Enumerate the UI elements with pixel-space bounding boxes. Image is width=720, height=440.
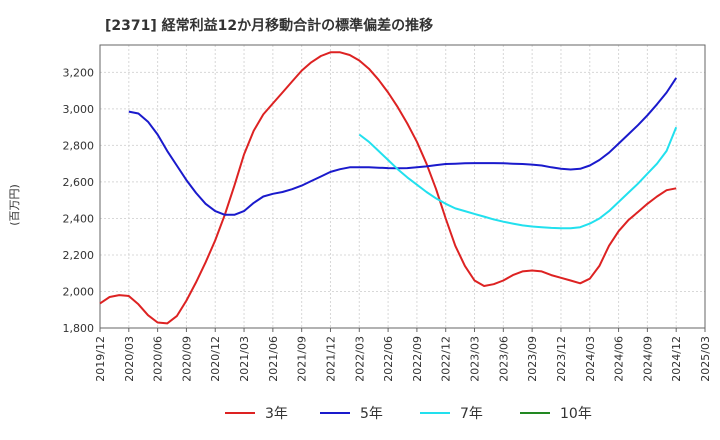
legend: 3年 5年 7年 10年 xyxy=(225,406,592,422)
x-tick-label: 2024/09 xyxy=(641,336,654,382)
legend-label: 3年 xyxy=(265,406,288,422)
x-tick-label: 2021/06 xyxy=(267,336,280,382)
x-tick-label: 2024/12 xyxy=(670,336,683,382)
x-tick-label: 2021/12 xyxy=(324,336,337,382)
x-tick-label: 2023/09 xyxy=(526,336,539,382)
x-tick-labels: 2019/12 2020/03 2020/06 2020/09 2020/12 2021/… xyxy=(94,336,712,382)
x-tick-label: 2023/12 xyxy=(555,336,568,382)
x-tick-label: 2023/03 xyxy=(469,336,482,382)
x-tick-label: 2022/12 xyxy=(440,336,453,382)
x-tick-label: 2019/12 xyxy=(94,336,107,382)
x-tick-label: 2020/06 xyxy=(152,336,165,382)
plot-frame xyxy=(99,44,706,329)
x-tick-label: 2020/09 xyxy=(180,336,193,382)
x-tick-label: 2021/03 xyxy=(238,336,251,382)
x-tick-label: 2024/06 xyxy=(613,336,626,382)
y-tick-labels: 1,800 2,000 2,200 2,400 2,600 2,800 3,000 3,200 xyxy=(63,66,95,335)
chart-title: [2371] 経常利益12か月移動合計の標準偏差の推移 xyxy=(105,17,433,34)
x-tick-label: 2022/06 xyxy=(382,336,395,382)
legend-label: 7年 xyxy=(460,406,483,422)
x-tick-label: 2021/09 xyxy=(296,336,309,382)
y-tick-label: 2,200 xyxy=(63,249,95,262)
series-line-5年 xyxy=(128,77,678,216)
x-tick-label: 2020/12 xyxy=(209,336,222,382)
series-line-7年 xyxy=(358,126,678,230)
legend-label: 5年 xyxy=(360,406,383,422)
axes xyxy=(99,44,706,332)
y-tick-label: 2,600 xyxy=(63,176,95,189)
y-tick-label: 2,000 xyxy=(63,285,95,298)
x-tick-label: 2022/09 xyxy=(411,336,424,382)
y-tick-label: 3,200 xyxy=(63,66,95,79)
grid-lines xyxy=(100,45,705,329)
y-tick-label: 1,800 xyxy=(63,322,95,335)
y-tick-label: 2,400 xyxy=(63,212,95,225)
y-tick-label: 3,000 xyxy=(63,103,95,116)
legend-label: 10年 xyxy=(560,406,592,422)
y-axis-label: (百万円) xyxy=(8,184,21,226)
y-tick-label: 2,800 xyxy=(63,139,95,152)
x-tick-label: 2022/03 xyxy=(353,336,366,382)
x-tick-label: 2020/03 xyxy=(123,336,136,382)
x-tick-label: 2024/03 xyxy=(584,336,597,382)
series-line-3年 xyxy=(99,51,677,325)
x-tick-label: 2023/06 xyxy=(497,336,510,382)
series-lines xyxy=(99,51,678,325)
x-tick-label: 2025/03 xyxy=(699,336,712,382)
